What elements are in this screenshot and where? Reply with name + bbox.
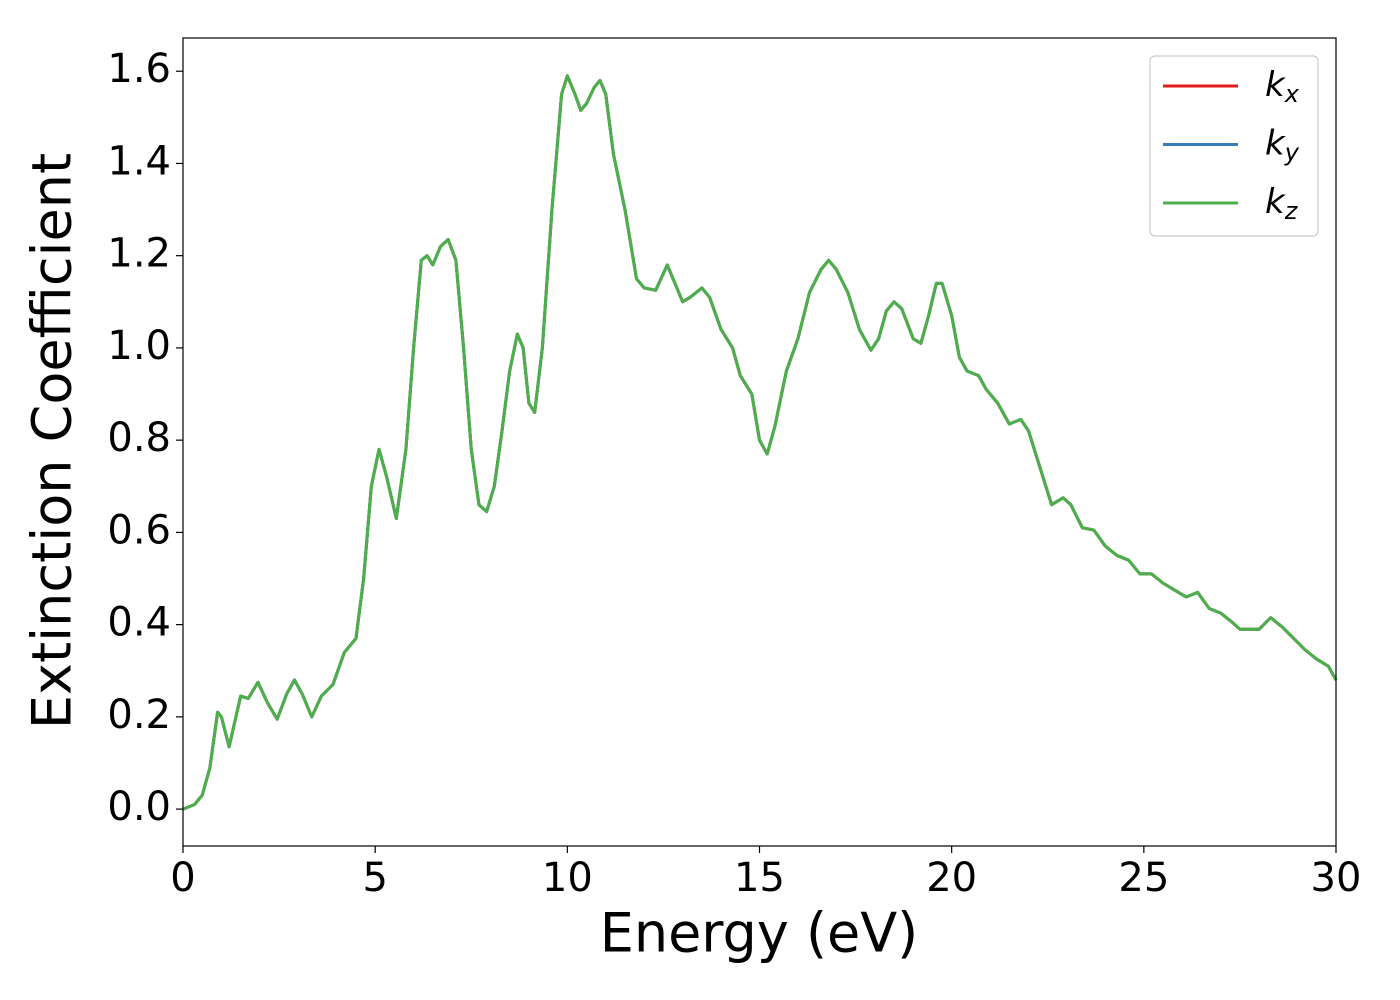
x-tick-label: 15 xyxy=(734,855,785,901)
x-tick-label: 30 xyxy=(1311,855,1362,901)
x-tick-label: 20 xyxy=(926,855,977,901)
x-tick-label: 10 xyxy=(542,855,593,901)
x-tick-label: 25 xyxy=(1118,855,1169,901)
plot-frame xyxy=(182,37,1337,847)
legend-label: kx xyxy=(1265,65,1300,109)
y-tick-label: 0.8 xyxy=(107,415,171,461)
x-tick-label: 5 xyxy=(362,855,387,901)
y-tick-label: 0.0 xyxy=(107,784,171,830)
x-tick-label: 0 xyxy=(170,855,195,901)
x-axis-label: Energy (eV) xyxy=(600,902,919,965)
y-tick-label: 1.2 xyxy=(107,231,171,277)
y-tick-label: 1.0 xyxy=(107,323,171,369)
legend-label: kz xyxy=(1265,182,1299,226)
y-tick-label: 0.4 xyxy=(107,600,171,646)
y-tick-label: 1.6 xyxy=(107,46,171,92)
y-tick-label: 0.2 xyxy=(107,692,171,738)
y-tick-label: 1.4 xyxy=(107,138,171,184)
y-tick-label: 0.6 xyxy=(107,507,171,553)
y-axis-label: Extinction Coefficient xyxy=(21,153,84,729)
legend-label: ky xyxy=(1265,123,1300,167)
line-series xyxy=(182,74,1338,811)
